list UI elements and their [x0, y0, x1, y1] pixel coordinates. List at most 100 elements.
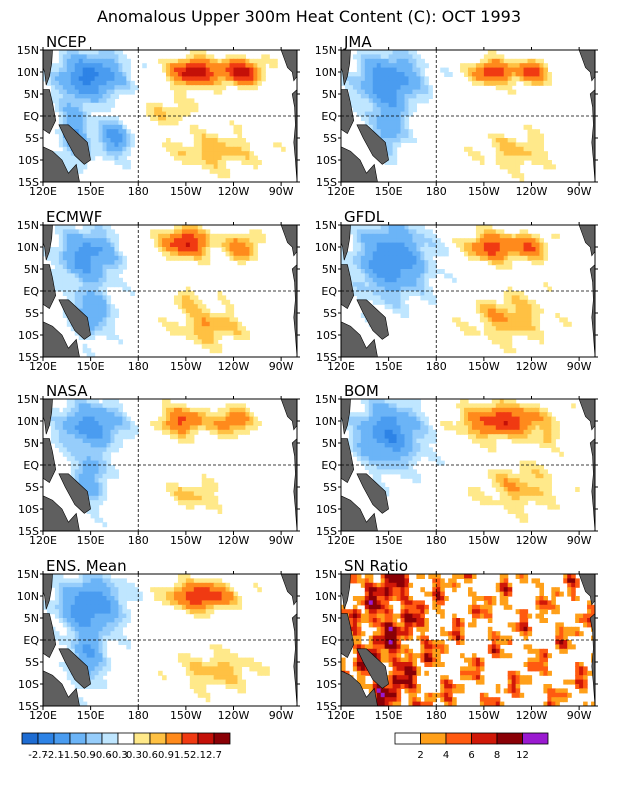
sn-colorbar-label: 4	[443, 750, 449, 761]
land-mass	[43, 321, 80, 357]
x-tick-label: 150W	[468, 360, 500, 373]
land-mass	[280, 50, 297, 82]
x-tick-label: 180	[128, 360, 149, 373]
panel-gfdl: GFDL 120E 150E 180 150W 120W 90W 15N 10N 5N EQ 5S 10…	[315, 208, 598, 373]
land-mass	[43, 89, 57, 135]
y-tick-label: EQ	[321, 110, 337, 123]
sn-colorbar-swatch	[394, 732, 421, 745]
figure-title: Anomalous Upper 300m Heat Content (C): O…	[97, 7, 521, 26]
x-tick-label: 180	[426, 360, 447, 373]
y-tick-label: 15S	[316, 525, 337, 538]
x-tick-label: 180	[426, 185, 447, 198]
x-tick-label: 150W	[170, 360, 202, 373]
x-tick-label: 120E	[327, 534, 355, 547]
land-mass	[341, 670, 378, 706]
colorbar-swatch	[181, 732, 199, 745]
x-tick-label: 120W	[218, 185, 250, 198]
colorbar-swatch	[117, 732, 135, 745]
y-tick-label: 15N	[17, 393, 39, 406]
x-tick-label: 120E	[327, 185, 355, 198]
land-mass	[578, 574, 595, 606]
colorbar-swatch	[69, 732, 87, 745]
y-tick-label: EQ	[23, 634, 39, 647]
y-tick-label: 15S	[18, 351, 39, 364]
colorbar-swatch	[133, 732, 151, 745]
panel-sn: SN Ratio 120E 150E 180 150W 120W 90W 15N 10N 5N EQ…	[315, 557, 598, 722]
colorbar-swatch	[101, 732, 119, 745]
y-tick-label: 10N	[17, 590, 39, 603]
colorbar-label: -0.9	[76, 750, 96, 761]
land-mass	[578, 399, 595, 431]
y-tick-label: 10N	[315, 590, 337, 603]
land-mass	[43, 670, 80, 706]
y-tick-label: 5S	[25, 656, 39, 669]
y-tick-label: 15N	[315, 44, 337, 57]
land-mass	[43, 495, 80, 531]
y-tick-label: 15N	[315, 219, 337, 232]
y-tick-label: 15N	[315, 393, 337, 406]
y-tick-label: 5S	[25, 132, 39, 145]
x-tick-label: 90W	[567, 360, 592, 373]
land-mass	[341, 146, 378, 182]
y-tick-label: 5N	[24, 612, 39, 625]
x-tick-label: 90W	[567, 534, 592, 547]
y-tick-label: 5N	[24, 263, 39, 276]
land-mass	[356, 473, 389, 514]
panel-ens: ENS. Mean 120E 150E 180 150W 120W 90W 15N 10N 5N E…	[17, 557, 300, 722]
y-tick-label: 10S	[18, 678, 39, 691]
y-tick-label: 15N	[17, 219, 39, 232]
land-mass	[43, 438, 57, 484]
land-mass	[43, 264, 57, 310]
y-tick-label: 10N	[315, 415, 337, 428]
y-tick-label: EQ	[321, 285, 337, 298]
colorbar-swatch	[149, 732, 167, 745]
x-tick-label: 120E	[29, 709, 57, 722]
sn-colorbar-swatch	[420, 732, 447, 745]
x-tick-label: 180	[426, 709, 447, 722]
y-tick-label: 15S	[316, 176, 337, 189]
panel-title: ENS. Mean	[46, 557, 127, 575]
y-tick-label: 15S	[18, 525, 39, 538]
x-tick-label: 150E	[77, 185, 105, 198]
y-tick-label: 5N	[322, 88, 337, 101]
land-mass	[280, 574, 297, 606]
y-tick-label: 5S	[323, 481, 337, 494]
sn-colorbar-label: 12	[516, 750, 529, 761]
panel-title: JMA	[343, 33, 372, 51]
colorbar-label: 0.9	[158, 750, 174, 761]
colorbar-label: 0.3	[126, 750, 142, 761]
x-tick-label: 120W	[516, 534, 548, 547]
sn-colorbar-label: 6	[468, 750, 474, 761]
panel-ecmwf: ECMWF 120E 150E 180 150W 120W 90W 15N 10N 5N EQ 5S 1…	[17, 208, 300, 373]
anomaly-colorbar: -2.7-2.1-1.5-0.9-0.6-0.30.3 0.6 0.9 1.5 2.1 2…	[21, 732, 231, 761]
y-tick-label: 15S	[316, 351, 337, 364]
colorbar-label: -0.6	[92, 750, 112, 761]
sn-colorbar-swatch	[445, 732, 472, 745]
x-tick-label: 120E	[327, 360, 355, 373]
colorbar-swatch	[85, 732, 103, 745]
y-tick-label: 5S	[323, 656, 337, 669]
land-mass	[280, 399, 297, 431]
y-tick-label: 5N	[322, 437, 337, 450]
sn-colorbar-swatch	[522, 732, 549, 745]
panel-title: SN Ratio	[344, 557, 408, 575]
y-tick-label: 5S	[25, 307, 39, 320]
sn-colorbar: 2 4 6 8 12	[394, 732, 549, 761]
y-tick-label: 10S	[316, 154, 337, 167]
panel-title: BOM	[344, 382, 379, 400]
panel-title: NASA	[46, 382, 88, 400]
y-tick-label: 5S	[323, 307, 337, 320]
land-mass	[341, 495, 378, 531]
x-tick-label: 90W	[269, 185, 294, 198]
x-tick-label: 120E	[29, 534, 57, 547]
colorbar-label: -0.3	[108, 750, 128, 761]
x-tick-label: 90W	[567, 709, 592, 722]
y-tick-label: 10S	[316, 678, 337, 691]
x-tick-label: 150E	[375, 185, 403, 198]
land-mass	[58, 299, 91, 340]
colorbar-label: -2.7	[28, 750, 48, 761]
y-tick-label: 5N	[322, 263, 337, 276]
panel-nasa: NASA 120E 150E 180 150W 120W 90W 15N 10N 5N EQ 5S 10…	[17, 382, 300, 547]
y-tick-label: EQ	[23, 110, 39, 123]
y-tick-label: EQ	[23, 285, 39, 298]
